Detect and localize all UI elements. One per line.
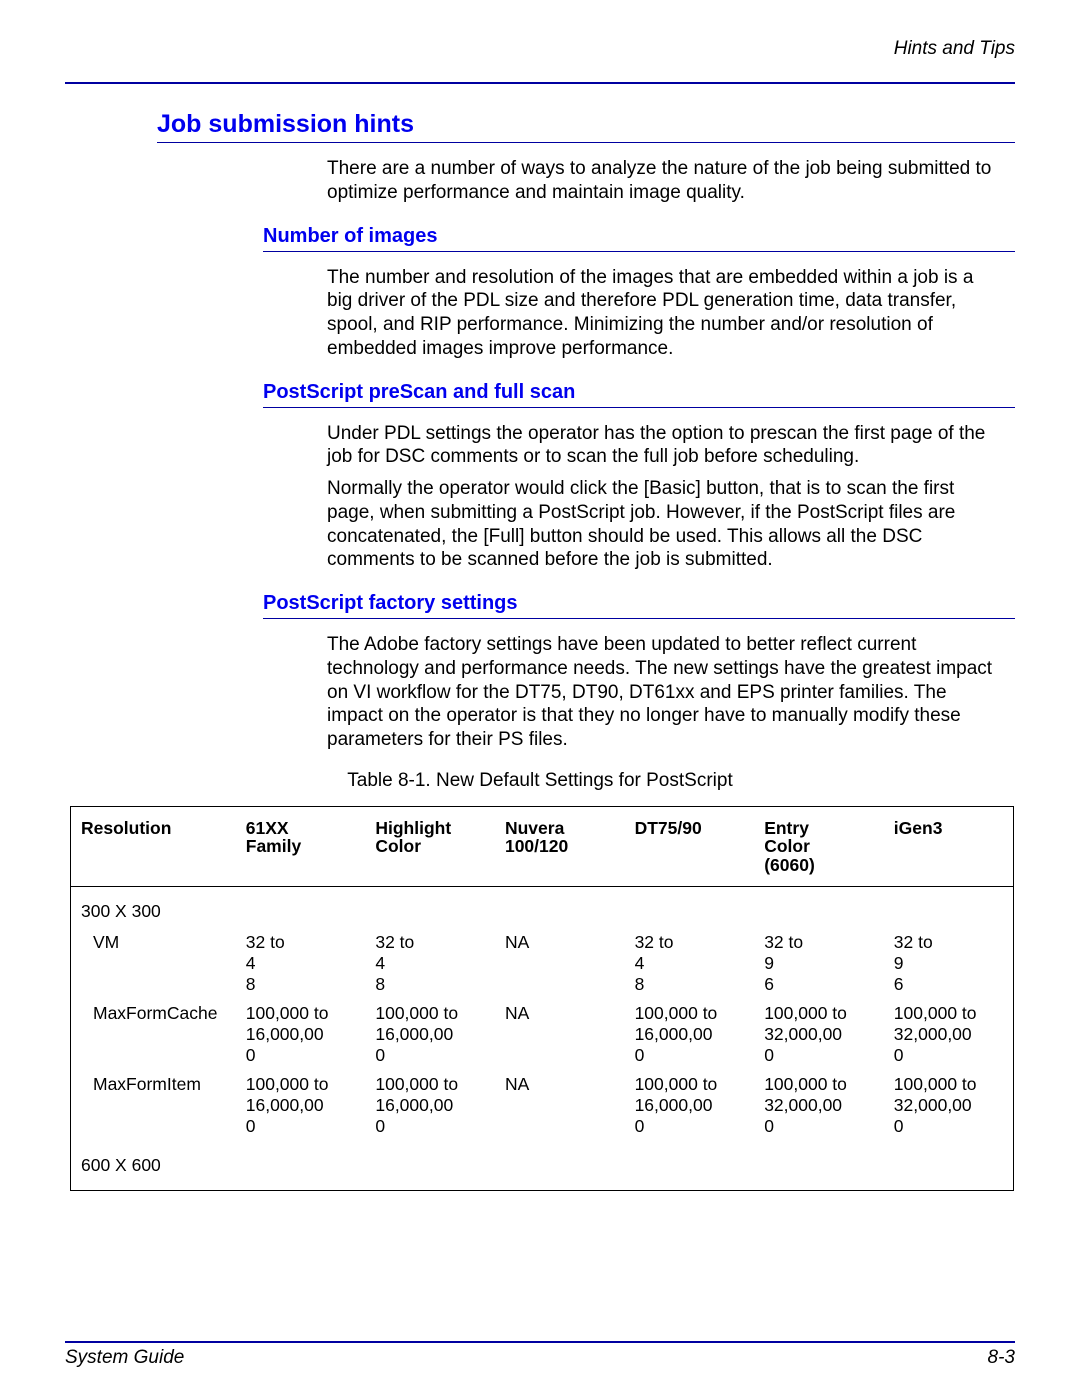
table-cell: 100,000 to16,000,000	[625, 999, 755, 1070]
prescan-p2: Normally the operator would click the [B…	[327, 477, 995, 572]
col-highlight: HighlightColor	[365, 806, 495, 886]
table-header: Resolution 61XXFamily HighlightColor Nuv…	[71, 806, 1014, 886]
table-cell: 100,000 to16,000,000	[365, 1070, 495, 1141]
top-rule	[65, 82, 1015, 84]
table-cell	[365, 1141, 495, 1191]
table-cell	[365, 886, 495, 928]
intro-paragraph: There are a number of ways to analyze th…	[327, 157, 995, 205]
table-cell	[884, 1141, 1014, 1191]
table-cell: 32 to96	[754, 928, 884, 999]
table-cell	[754, 1141, 884, 1191]
table-caption: Table 8-1. New Default Settings for Post…	[65, 770, 1015, 792]
table-body: 300 X 300VM32 to4832 to48NA32 to4832 to9…	[71, 886, 1014, 1190]
table-cell: 100,000 to16,000,000	[365, 999, 495, 1070]
col-igen3: iGen3	[884, 806, 1014, 886]
col-dt7590: DT75/90	[625, 806, 755, 886]
resolution-label: 300 X 300	[71, 886, 236, 928]
table-cell: NA	[495, 999, 625, 1070]
heading-job-submission-hints: Job submission hints	[157, 110, 1015, 143]
col-entry: EntryColor(6060)	[754, 806, 884, 886]
table-cell: 100,000 to16,000,000	[625, 1070, 755, 1141]
prescan-body: Under PDL settings the operator has the …	[327, 422, 995, 573]
table-cell	[495, 886, 625, 928]
intro-text: There are a number of ways to analyze th…	[327, 157, 995, 205]
number-of-images-text: The number and resolution of the images …	[327, 266, 995, 361]
row-label: MaxFormItem	[71, 1070, 236, 1141]
table-cell	[884, 886, 1014, 928]
col-61xx: 61XXFamily	[236, 806, 366, 886]
col-resolution: Resolution	[71, 806, 236, 886]
footer-right: 8-3	[988, 1347, 1015, 1369]
table-cell	[236, 1141, 366, 1191]
factory-settings-text: The Adobe factory settings have been upd…	[327, 633, 995, 752]
table-cell	[625, 886, 755, 928]
running-head: Hints and Tips	[65, 38, 1015, 60]
resolution-label: 600 X 600	[71, 1141, 236, 1191]
prescan-p1: Under PDL settings the operator has the …	[327, 422, 995, 470]
table-cell: 100,000 to32,000,000	[884, 999, 1014, 1070]
page-footer: System Guide 8-3	[65, 1341, 1015, 1369]
col-nuvera: Nuvera100/120	[495, 806, 625, 886]
table-cell: 100,000 to32,000,000	[754, 1070, 884, 1141]
footer-left: System Guide	[65, 1347, 184, 1369]
heading-factory-settings: PostScript factory settings	[263, 592, 1015, 619]
table-cell: 32 to48	[625, 928, 755, 999]
table-cell: 32 to96	[884, 928, 1014, 999]
factory-settings-body: The Adobe factory settings have been upd…	[327, 633, 995, 752]
settings-table: Resolution 61XXFamily HighlightColor Nuv…	[70, 806, 1014, 1191]
page: Hints and Tips Job submission hints Ther…	[0, 0, 1080, 1397]
table-cell: 32 to48	[365, 928, 495, 999]
table-cell: NA	[495, 1070, 625, 1141]
table-cell	[625, 1141, 755, 1191]
table-cell: NA	[495, 928, 625, 999]
table-cell	[495, 1141, 625, 1191]
table-cell	[754, 886, 884, 928]
table-cell: 100,000 to16,000,000	[236, 1070, 366, 1141]
table-cell: 100,000 to32,000,000	[754, 999, 884, 1070]
row-label: VM	[71, 928, 236, 999]
table-cell: 100,000 to16,000,000	[236, 999, 366, 1070]
heading-prescan: PostScript preScan and full scan	[263, 381, 1015, 408]
heading-number-of-images: Number of images	[263, 225, 1015, 252]
table-cell	[236, 886, 366, 928]
number-of-images-body: The number and resolution of the images …	[327, 266, 995, 361]
row-label: MaxFormCache	[71, 999, 236, 1070]
table-cell: 32 to48	[236, 928, 366, 999]
table-cell: 100,000 to32,000,000	[884, 1070, 1014, 1141]
